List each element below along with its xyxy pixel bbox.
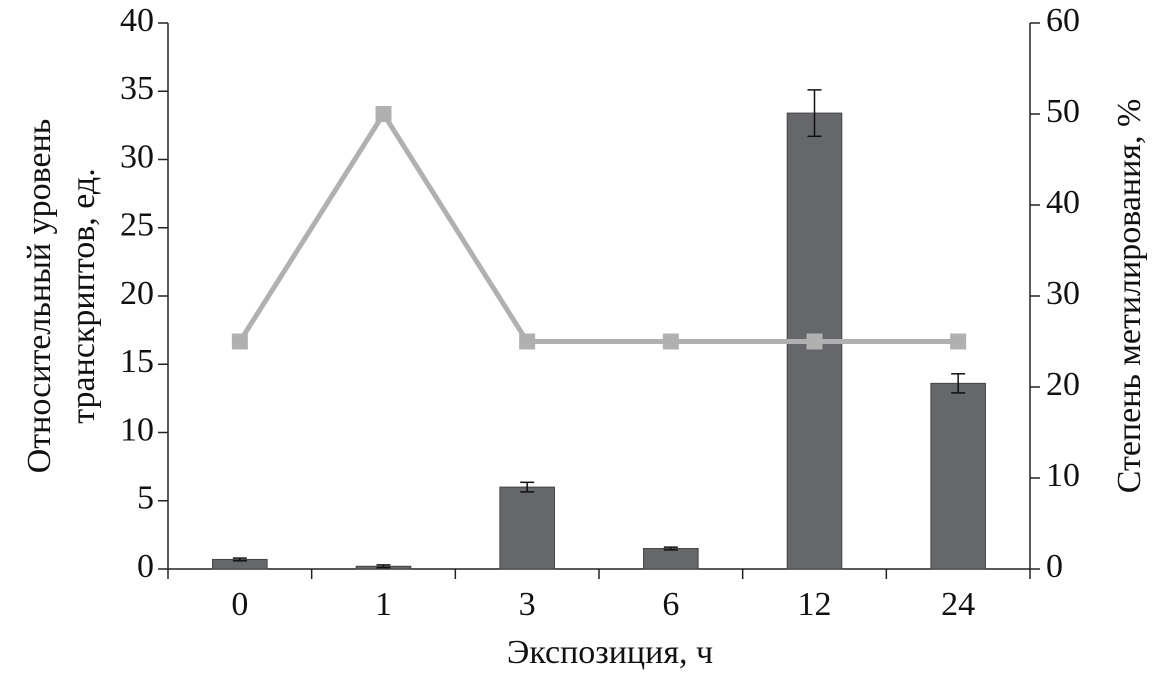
line-marker (231, 333, 248, 350)
y2-tick-label: 40 (1046, 184, 1080, 221)
error-bar (663, 546, 678, 551)
y-tick-label: 10 (120, 411, 154, 448)
y-tick-label: 15 (120, 343, 154, 380)
x-tick-label: 12 (798, 586, 832, 623)
y-tick-label: 40 (120, 2, 154, 39)
y-tick-label: 5 (137, 480, 154, 517)
line-marker (662, 333, 679, 350)
y-axis-label: транскриптов, ед. (65, 168, 102, 423)
y-tick-label: 0 (137, 548, 154, 585)
x-axis-label: Экспозиция, ч (507, 634, 713, 671)
bar (499, 486, 555, 570)
y2-tick-label: 30 (1046, 275, 1080, 312)
y-tick-label: 35 (120, 70, 154, 107)
y2-tick-label: 20 (1046, 366, 1080, 403)
y-axis-label: Относительный уровень (21, 119, 58, 474)
y-tick-label: 20 (120, 275, 154, 312)
error-bar (376, 564, 391, 569)
y2-tick-label: 60 (1046, 2, 1080, 39)
line-marker (519, 333, 536, 350)
error-bar (951, 373, 966, 394)
y2-tick-label: 10 (1046, 457, 1080, 494)
y-tick-label: 25 (120, 207, 154, 244)
y2-tick-label: 50 (1046, 93, 1080, 130)
x-tick-label: 24 (941, 586, 975, 623)
error-bar (232, 557, 247, 562)
x-tick-label: 0 (231, 586, 248, 623)
error-bar (520, 481, 535, 493)
y-tick-label: 30 (120, 138, 154, 175)
bar (930, 382, 986, 570)
y2-axis-label: Степень метилирования, % (1111, 99, 1148, 494)
bar (643, 548, 699, 570)
x-tick-label: 3 (519, 586, 536, 623)
line-marker (806, 333, 823, 350)
line (237, 109, 959, 344)
x-tick-label: 1 (375, 586, 392, 623)
line-marker (950, 333, 967, 350)
x-tick-label: 6 (662, 586, 679, 623)
error-bar (807, 89, 822, 138)
line-marker (375, 106, 392, 122)
y2-tick-label: 0 (1046, 548, 1063, 585)
